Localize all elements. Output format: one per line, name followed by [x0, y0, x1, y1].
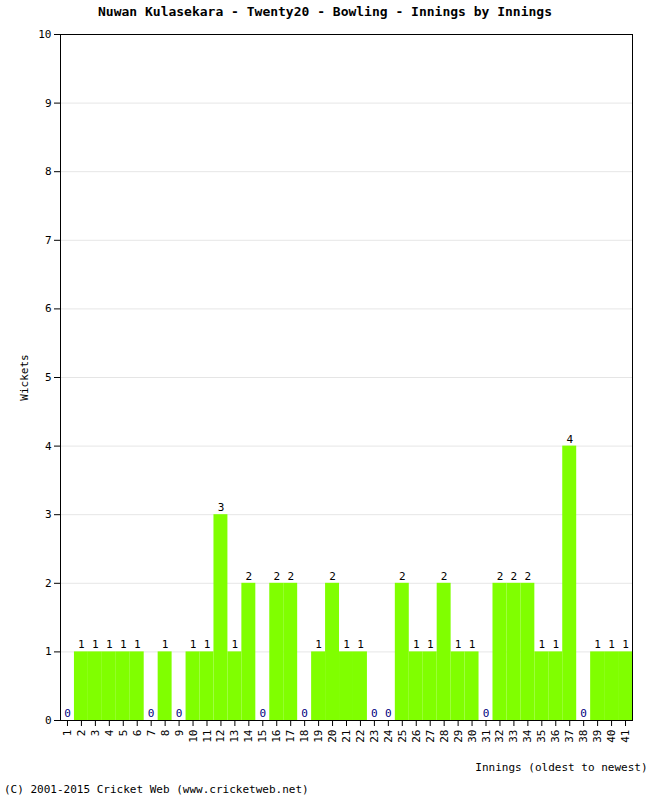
- svg-text:30: 30: [466, 730, 479, 743]
- html-text:Nuwan Kulasekara - Twenty20 -: Nuwan Kulasekara - Twenty20 - Bowling - …: [98, 4, 552, 19]
- svg-text:9: 9: [45, 97, 52, 110]
- svg-text:4: 4: [566, 433, 573, 446]
- svg-text:37: 37: [563, 730, 576, 743]
- svg-text:1: 1: [162, 638, 169, 651]
- svg-text:32: 32: [493, 730, 506, 743]
- svg-text:15: 15: [256, 730, 269, 743]
- svg-text:39: 39: [591, 730, 604, 743]
- svg-text:2: 2: [287, 570, 294, 583]
- svg-text:1: 1: [552, 638, 559, 651]
- svg-text:1: 1: [190, 638, 197, 651]
- svg-text:1: 1: [427, 638, 434, 651]
- svg-text:22: 22: [354, 730, 367, 743]
- svg-text:Wickets: Wickets: [18, 354, 31, 400]
- svg-text:26: 26: [410, 730, 423, 743]
- svg-text:0: 0: [371, 707, 378, 720]
- svg-text:1: 1: [539, 638, 546, 651]
- svg-text:1: 1: [232, 638, 239, 651]
- svg-text:2: 2: [497, 570, 504, 583]
- svg-text:36: 36: [549, 730, 562, 743]
- svg-text:33: 33: [507, 730, 520, 743]
- svg-text:11: 11: [201, 730, 214, 743]
- svg-text:0: 0: [301, 707, 308, 720]
- svg-text:4: 4: [103, 729, 116, 736]
- svg-text:0: 0: [148, 707, 155, 720]
- svg-text:40: 40: [605, 730, 618, 743]
- svg-text:4: 4: [45, 440, 52, 453]
- svg-text:2: 2: [246, 570, 253, 583]
- svg-text:1: 1: [120, 638, 127, 651]
- svg-text:24: 24: [382, 729, 395, 743]
- svg-text:2: 2: [273, 570, 280, 583]
- svg-text:1: 1: [455, 638, 462, 651]
- svg-text:29: 29: [452, 730, 465, 743]
- svg-text:2: 2: [329, 570, 336, 583]
- svg-text:1: 1: [608, 638, 615, 651]
- svg-text:1: 1: [469, 638, 476, 651]
- svg-text:18: 18: [298, 730, 311, 743]
- svg-text:8: 8: [159, 730, 172, 737]
- svg-text:13: 13: [228, 730, 241, 743]
- svg-text:6: 6: [131, 730, 144, 737]
- svg-text:5: 5: [117, 730, 130, 737]
- svg-text:38: 38: [577, 730, 590, 743]
- svg-text:27: 27: [424, 730, 437, 743]
- svg-text:9: 9: [173, 730, 186, 737]
- svg-text:41: 41: [619, 730, 632, 743]
- svg-text:8: 8: [45, 165, 52, 178]
- svg-text:7: 7: [145, 730, 158, 737]
- svg-text:1: 1: [45, 645, 52, 658]
- svg-text:1: 1: [134, 638, 141, 651]
- svg-text:17: 17: [284, 730, 297, 743]
- svg-text:19: 19: [312, 730, 325, 743]
- svg-text:34: 34: [521, 729, 534, 743]
- svg-text:7: 7: [45, 234, 52, 247]
- svg-text:0: 0: [176, 707, 183, 720]
- svg-text:0: 0: [259, 707, 266, 720]
- svg-text:31: 31: [480, 730, 493, 743]
- svg-text:23: 23: [368, 730, 381, 743]
- svg-text:1: 1: [343, 638, 350, 651]
- svg-text:1: 1: [106, 638, 113, 651]
- html-text:(C) 2001-2015 Cricket Web (www: (C) 2001-2015 Cricket Web (www.cricketwe…: [4, 783, 309, 796]
- svg-text:20: 20: [326, 730, 339, 743]
- svg-text:2: 2: [45, 577, 52, 590]
- svg-text:2: 2: [399, 570, 406, 583]
- svg-text:2: 2: [441, 570, 448, 583]
- svg-text:35: 35: [535, 730, 548, 743]
- svg-text:16: 16: [270, 730, 283, 743]
- svg-text:10: 10: [38, 28, 51, 41]
- svg-text:6: 6: [45, 302, 52, 315]
- svg-text:2: 2: [75, 730, 88, 737]
- svg-text:1: 1: [622, 638, 629, 651]
- svg-text:3: 3: [45, 508, 52, 521]
- svg-text:2: 2: [525, 570, 532, 583]
- svg-text:1: 1: [594, 638, 601, 651]
- svg-text:1: 1: [78, 638, 85, 651]
- svg-text:0: 0: [483, 707, 490, 720]
- svg-text:14: 14: [242, 729, 255, 743]
- svg-text:2: 2: [511, 570, 518, 583]
- svg-text:25: 25: [396, 730, 409, 743]
- svg-text:1: 1: [61, 730, 74, 737]
- svg-text:0: 0: [45, 714, 52, 727]
- svg-text:1: 1: [315, 638, 322, 651]
- svg-text:Innings (oldest to newest): Innings (oldest to newest): [475, 761, 647, 774]
- svg-text:10: 10: [187, 730, 200, 743]
- svg-text:0: 0: [64, 707, 71, 720]
- svg-text:21: 21: [340, 730, 353, 743]
- svg-text:1: 1: [92, 638, 99, 651]
- svg-text:1: 1: [204, 638, 211, 651]
- svg-text:1: 1: [413, 638, 420, 651]
- svg-text:5: 5: [45, 371, 52, 384]
- svg-text:3: 3: [218, 501, 225, 514]
- svg-text:0: 0: [580, 707, 587, 720]
- svg-text:12: 12: [214, 730, 227, 743]
- svg-text:1: 1: [357, 638, 364, 651]
- svg-text:0: 0: [385, 707, 392, 720]
- svg-text:3: 3: [89, 730, 102, 737]
- svg-text:28: 28: [438, 730, 451, 743]
